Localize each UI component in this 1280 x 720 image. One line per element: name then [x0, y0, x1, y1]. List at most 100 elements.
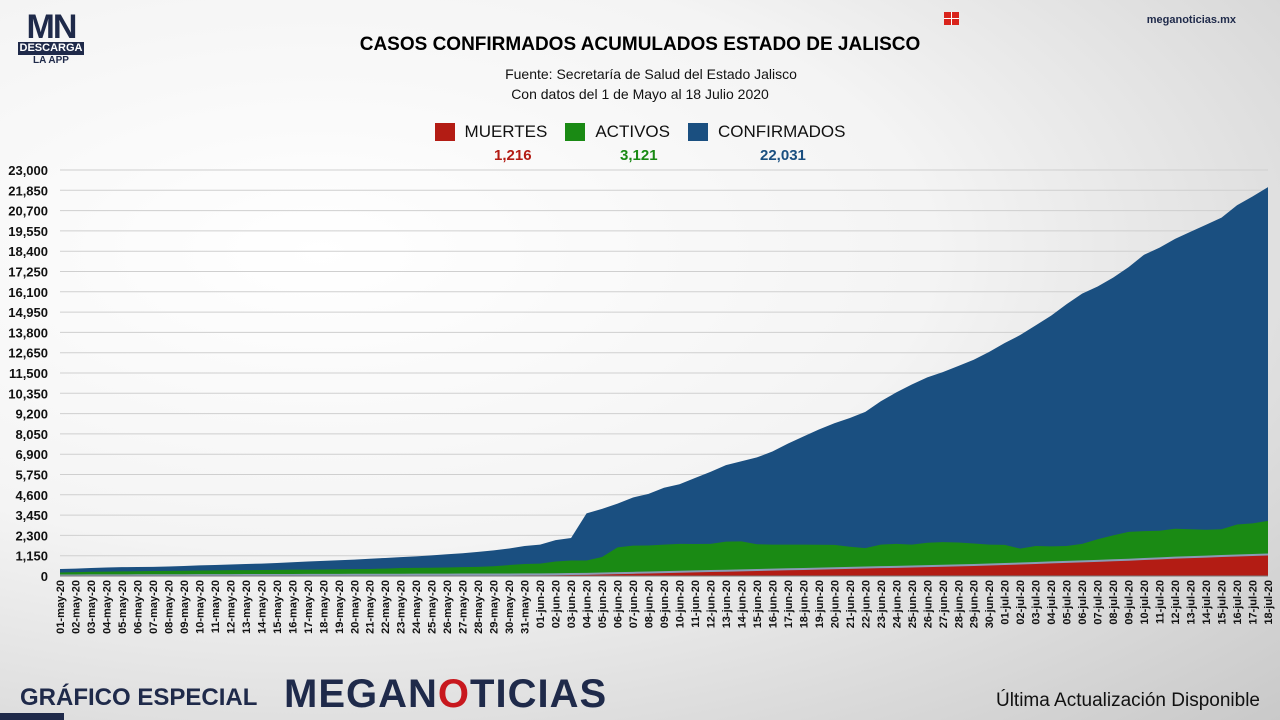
x-tick-label: 09-jun-20 — [659, 580, 671, 628]
footer-brand-b: TICIAS — [470, 672, 608, 716]
area-activos — [60, 520, 1268, 576]
x-tick-label: 08-jun-20 — [644, 580, 656, 628]
x-tick-label: 21-may-20 — [365, 580, 377, 634]
footer-brand-a: MEGAN — [284, 672, 438, 716]
x-tick-label: 04-may-20 — [101, 580, 113, 634]
legend-label-muertes: MUERTES — [464, 122, 548, 141]
x-tick-label: 15-may-20 — [272, 580, 284, 634]
x-tick-label: 22-jun-20 — [860, 580, 872, 628]
x-tick-label: 06-jun-20 — [613, 580, 625, 628]
logo-band: DESCARGA — [18, 42, 84, 55]
x-tick-label: 02-jun-20 — [551, 580, 563, 628]
legend: MUERTES ACTIVOS CONFIRMADOS — [0, 122, 1280, 142]
x-tick-label: 07-jul-20 — [1093, 580, 1105, 625]
x-tick-label: 13-jul-20 — [1186, 580, 1198, 625]
y-tick-label: 4,600 — [15, 488, 48, 503]
x-tick-label: 05-may-20 — [117, 580, 129, 634]
x-tick-label: 07-may-20 — [148, 580, 160, 634]
x-tick-label: 31-may-20 — [520, 580, 532, 634]
x-tick-label: 02-jul-20 — [1015, 580, 1027, 625]
x-tick-label: 14-jul-20 — [1201, 580, 1213, 625]
x-tick-label: 28-may-20 — [473, 580, 485, 634]
legend-label-activos: ACTIVOS — [595, 122, 670, 141]
total-muertes: 1,216 — [494, 147, 532, 164]
y-tick-label: 1,150 — [15, 549, 48, 564]
x-tick-label: 14-jun-20 — [736, 580, 748, 628]
x-tick-label: 27-may-20 — [458, 580, 470, 634]
x-tick-label: 16-jun-20 — [767, 580, 779, 628]
x-tick-label: 03-jun-20 — [566, 580, 578, 628]
x-tick-label: 26-jun-20 — [922, 580, 934, 628]
x-tick-label: 03-jul-20 — [1031, 580, 1043, 625]
footer-update: Última Actualización Disponible — [995, 690, 1260, 711]
x-tick-label: 11-jul-20 — [1155, 580, 1167, 624]
legend-label-confirmados: CONFIRMADOS — [717, 122, 846, 141]
x-tick-label: 15-jun-20 — [752, 580, 764, 628]
x-tick-label: 17-jul-20 — [1248, 580, 1260, 625]
brand-cross-icon — [944, 12, 959, 25]
x-tick-label: 19-jun-20 — [814, 580, 826, 628]
x-tick-label: 12-jun-20 — [705, 580, 717, 628]
x-tick-label: 20-may-20 — [349, 580, 361, 634]
chart-period: Con datos del 1 de Mayo al 18 Julio 2020 — [511, 86, 769, 102]
x-tick-label: 29-jun-20 — [969, 580, 981, 628]
x-tick-label: 09-jul-20 — [1124, 580, 1136, 625]
y-tick-label: 6,900 — [15, 447, 48, 462]
x-tick-label: 04-jul-20 — [1046, 580, 1058, 625]
x-tick-label: 30-jun-20 — [984, 580, 996, 628]
footer-bar — [0, 713, 64, 720]
footer-brand-o: O — [437, 672, 471, 716]
y-tick-label: 10,350 — [8, 386, 48, 401]
muertes-edge-line — [59, 553, 1269, 577]
x-tick-label: 12-jul-20 — [1170, 580, 1182, 625]
x-tick-label: 10-jul-20 — [1139, 580, 1151, 625]
area-chart: 0 1,150 2,300 3,450 4,600 5,750 6,900 8,050 9,20… — [8, 163, 1275, 634]
y-tick-label: 17,250 — [8, 265, 48, 280]
y-tick-label: 12,650 — [8, 346, 48, 361]
x-tick-label: 22-may-20 — [380, 580, 392, 634]
x-tick-label: 02-may-20 — [70, 580, 82, 634]
legend-item-activos: ACTIVOS — [565, 122, 670, 142]
x-tick-label: 11-may-20 — [210, 580, 222, 633]
x-tick-label: 17-may-20 — [303, 580, 315, 634]
x-tick-label: 11-jun-20 — [690, 580, 702, 628]
x-tick-label: 01-jun-20 — [535, 580, 547, 628]
x-tick-label: 23-jun-20 — [876, 580, 888, 628]
x-tick-label: 25-may-20 — [427, 580, 439, 634]
x-tick-label: 27-jun-20 — [938, 580, 950, 628]
x-tick-label: 16-jul-20 — [1232, 580, 1244, 625]
x-tick-label: 10-may-20 — [194, 580, 206, 634]
x-tick-label: 25-jun-20 — [907, 580, 919, 628]
x-tick-label: 26-may-20 — [442, 580, 454, 634]
y-tick-label: 2,300 — [15, 528, 48, 543]
y-tick-label: 16,100 — [8, 285, 48, 300]
x-tick-label: 04-jun-20 — [582, 580, 594, 628]
x-tick-label: 03-may-20 — [86, 580, 98, 634]
site-url: meganoticias.mx — [1146, 14, 1236, 26]
y-tick-label: 9,200 — [15, 407, 48, 422]
footer-brand: MEGANOTICIAS — [284, 672, 607, 717]
legend-item-muertes: MUERTES — [434, 122, 548, 142]
y-tick-label: 13,800 — [8, 325, 48, 340]
x-tick-label: 10-jun-20 — [674, 580, 686, 628]
x-tick-label: 18-jun-20 — [798, 580, 810, 628]
legend-swatch-muertes — [434, 123, 455, 141]
x-tick-label: 20-jun-20 — [829, 580, 841, 628]
x-tick-label: 07-jun-20 — [628, 580, 640, 628]
x-tick-label: 18-may-20 — [318, 580, 330, 634]
x-tick-label: 29-may-20 — [489, 580, 501, 634]
x-tick-label: 14-may-20 — [256, 580, 268, 634]
legend-item-confirmados: CONFIRMADOS — [687, 122, 846, 142]
y-tick-label: 20,700 — [8, 204, 48, 219]
footer-label: GRÁFICO ESPECIAL — [20, 684, 258, 711]
x-tick-label: 01-may-20 — [55, 580, 67, 634]
x-tick-label: 19-may-20 — [334, 580, 346, 634]
x-tick-label: 30-may-20 — [504, 580, 516, 634]
y-tick-label: 5,750 — [15, 468, 48, 483]
x-tick-label: 15-jul-20 — [1217, 580, 1229, 625]
x-tick-label: 06-jul-20 — [1077, 580, 1089, 625]
legend-swatch-confirmados — [687, 123, 708, 141]
x-tick-label: 01-jul-20 — [1000, 580, 1012, 625]
logo-mark: MN — [26, 8, 78, 46]
legend-swatch-activos — [565, 123, 586, 141]
